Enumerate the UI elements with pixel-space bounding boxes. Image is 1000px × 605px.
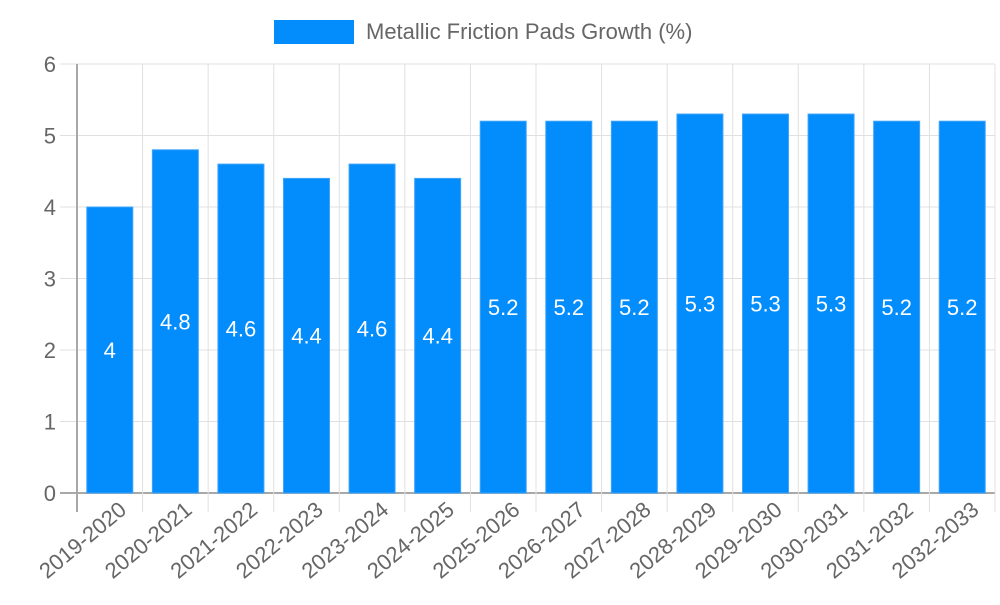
y-tick-label: 3 [44, 267, 56, 292]
bar-value-label: 5.2 [488, 295, 519, 320]
bar-value-label: 5.2 [619, 295, 650, 320]
bar[interactable] [283, 177, 330, 494]
bar[interactable] [545, 120, 593, 494]
bar[interactable] [938, 120, 986, 494]
bar[interactable] [414, 177, 462, 494]
legend-label: Metallic Friction Pads Growth (%) [366, 19, 692, 44]
bar-value-label: 5.2 [553, 295, 584, 320]
bar[interactable] [873, 120, 921, 494]
y-tick-label: 4 [44, 195, 56, 220]
gridlines [60, 63, 996, 512]
bar-value-label: 5.2 [881, 295, 912, 320]
bar-value-label: 4.8 [160, 309, 191, 334]
legend-swatch [274, 20, 354, 44]
bar-value-label: 4.6 [357, 317, 388, 342]
y-tick-label: 1 [44, 410, 56, 435]
bar-value-label: 5.3 [816, 292, 847, 317]
bar[interactable] [742, 113, 789, 494]
bar[interactable] [610, 120, 658, 494]
bar-value-label: 5.3 [750, 292, 781, 317]
y-tick-label: 2 [44, 338, 56, 363]
bar[interactable] [676, 113, 724, 494]
bar-value-label: 5.3 [685, 292, 716, 317]
y-tick-label: 5 [44, 124, 56, 149]
bars: 4 4.8 4.6 4.4 4.6 4.4 5.2 5.2 5.2 5.3 5.3 5.3 5.2 5.2 [86, 113, 986, 494]
bar[interactable] [807, 113, 855, 494]
y-tick-label: 0 [44, 481, 56, 506]
bar-value-label: 4.4 [291, 324, 322, 349]
bar-value-label: 4.4 [422, 324, 453, 349]
x-axis-ticks: 2019-20202020-20212021-20222022-20232023… [34, 497, 983, 584]
bar[interactable] [86, 206, 134, 494]
bar[interactable] [217, 163, 265, 494]
legend[interactable]: Metallic Friction Pads Growth (%) [274, 19, 692, 44]
bar-value-label: 5.2 [947, 295, 978, 320]
y-tick-label: 6 [44, 52, 56, 77]
bar-value-label: 4 [104, 338, 116, 363]
bar[interactable] [151, 149, 199, 494]
bar[interactable] [479, 120, 527, 494]
bar-value-label: 4.6 [226, 317, 257, 342]
bar[interactable] [348, 163, 396, 494]
y-axis-ticks: 0 1 2 3 4 5 6 [44, 52, 56, 506]
